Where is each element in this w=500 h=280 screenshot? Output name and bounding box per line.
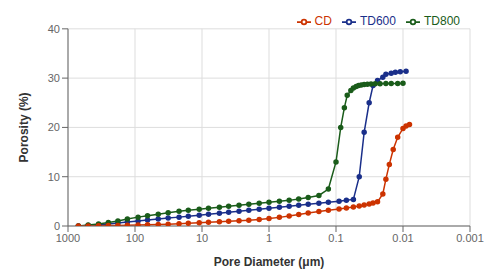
svg-text:10: 10 (48, 171, 60, 183)
svg-text:30: 30 (48, 72, 60, 84)
svg-text:20: 20 (48, 121, 60, 133)
svg-text:1: 1 (266, 232, 272, 244)
svg-text:Pore Diameter (μm): Pore Diameter (μm) (214, 255, 325, 269)
svg-text:10: 10 (196, 232, 208, 244)
html-text:CD: CD (314, 14, 332, 28)
svg-text:0.001: 0.001 (456, 232, 484, 244)
svg-text:0: 0 (54, 220, 60, 232)
html-text:TD800: TD800 (424, 14, 460, 28)
svg-text:1000: 1000 (56, 232, 80, 244)
svg-text:100: 100 (126, 232, 144, 244)
html-text:TD600: TD600 (359, 14, 396, 28)
svg-text:0.1: 0.1 (328, 232, 343, 244)
svg-text:40: 40 (48, 23, 60, 35)
svg-text:0.01: 0.01 (392, 232, 413, 244)
svg-text:Porosity (%): Porosity (%) (17, 92, 31, 162)
